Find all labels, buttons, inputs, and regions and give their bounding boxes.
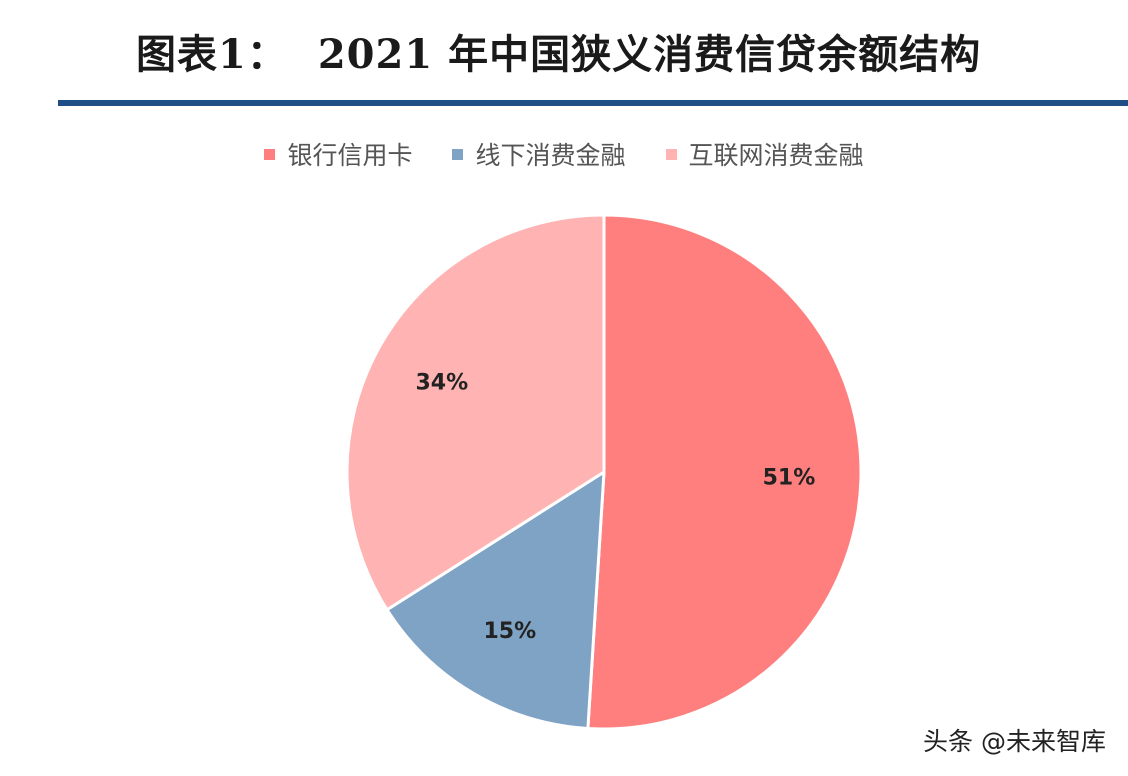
pie-label-internet-finance: 34% [416, 370, 469, 395]
legend-item-offline-finance: 线下消费金融 [452, 136, 626, 172]
pie-slice-internet-finance [345, 213, 606, 612]
legend-label-offline-finance: 线下消费金融 [475, 141, 626, 170]
watermark: 头条 @未来智库 [923, 727, 1106, 756]
legend: 银行信用卡 线下消费金融 互联网消费金融 [0, 136, 1128, 172]
pie-label-credit-card: 51% [763, 465, 816, 490]
pie-slice-offline-finance [385, 470, 606, 730]
legend-label-internet-finance: 互联网消费金融 [688, 141, 864, 170]
legend-item-internet-finance: 互联网消费金融 [665, 136, 864, 172]
legend-swatch-internet-finance [665, 148, 677, 160]
legend-swatch-credit-card [264, 148, 276, 160]
pie-slice-credit-card [586, 213, 863, 731]
legend-item-credit-card: 银行信用卡 [264, 136, 412, 172]
legend-label-credit-card: 银行信用卡 [287, 141, 413, 170]
title-divider [58, 100, 1128, 106]
chart-title-main: 2021 年中国狭义消费信贷余额结构 [317, 31, 982, 78]
legend-swatch-offline-finance [452, 148, 464, 160]
chart-title: 图表1： 2021 年中国狭义消费信贷余额结构 [136, 22, 981, 80]
pie-label-offline-finance: 15% [483, 619, 536, 644]
chart-title-prefix: 图表1： [136, 31, 288, 78]
